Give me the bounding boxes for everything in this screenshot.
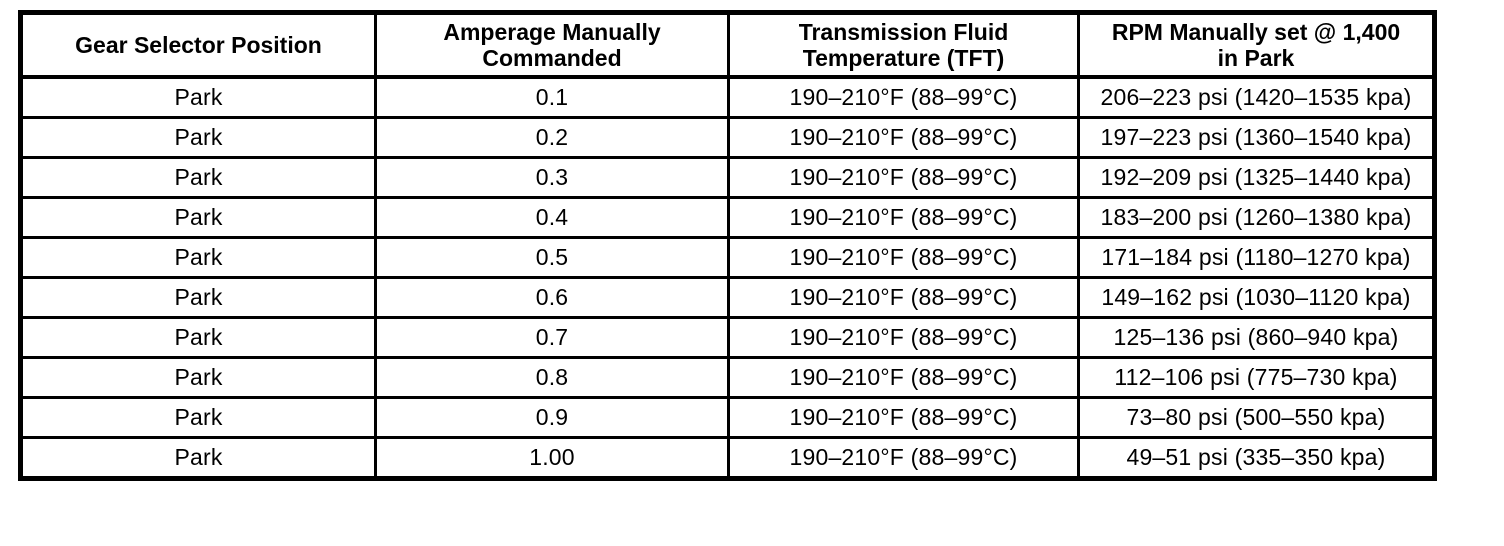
table-row: Park 0.7 190–210°F (88–99°C) 125–136 psi… [19,316,1436,359]
table-row: Park 1.00 190–210°F (88–99°C) 49–51 psi … [19,436,1436,480]
cell-gear-selector-position: Park [19,436,377,480]
cell-amperage-commanded: 1.00 [374,436,730,480]
cell-gear-selector-position: Park [19,356,377,399]
cell-transmission-fluid-temperature: 190–210°F (88–99°C) [727,276,1080,319]
table-row: Park 0.8 190–210°F (88–99°C) 112–106 psi… [19,356,1436,399]
cell-amperage-commanded: 0.8 [374,356,730,399]
gear-selector-pressure-table: Gear Selector Position Amperage Manually… [18,10,1437,481]
table-row: Park 0.4 190–210°F (88–99°C) 183–200 psi… [19,196,1436,239]
column-header-amperage-commanded: Amperage Manually Commanded [374,11,730,79]
cell-rpm-pressure: 73–80 psi (500–550 kpa) [1077,396,1436,439]
cell-transmission-fluid-temperature: 190–210°F (88–99°C) [727,436,1080,480]
cell-rpm-pressure: 125–136 psi (860–940 kpa) [1077,316,1436,359]
cell-amperage-commanded: 0.5 [374,236,730,279]
table-row: Park 0.2 190–210°F (88–99°C) 197–223 psi… [19,116,1436,159]
cell-transmission-fluid-temperature: 190–210°F (88–99°C) [727,75,1080,119]
table-header-row: Gear Selector Position Amperage Manually… [19,11,1436,79]
table-body: Park 0.1 190–210°F (88–99°C) 206–223 psi… [19,75,1436,480]
cell-gear-selector-position: Park [19,75,377,119]
cell-amperage-commanded: 0.7 [374,316,730,359]
cell-amperage-commanded: 0.1 [374,75,730,119]
cell-transmission-fluid-temperature: 190–210°F (88–99°C) [727,316,1080,359]
table-row: Park 0.9 190–210°F (88–99°C) 73–80 psi (… [19,396,1436,439]
cell-rpm-pressure: 183–200 psi (1260–1380 kpa) [1077,196,1436,239]
cell-transmission-fluid-temperature: 190–210°F (88–99°C) [727,156,1080,199]
column-header-label: Amperage Manually Commanded [443,18,661,71]
cell-gear-selector-position: Park [19,156,377,199]
cell-amperage-commanded: 0.3 [374,156,730,199]
cell-gear-selector-position: Park [19,396,377,439]
cell-rpm-pressure: 197–223 psi (1360–1540 kpa) [1077,116,1436,159]
column-header-rpm-manually-set: RPM Manually set @ 1,400 in Park [1077,11,1436,79]
cell-rpm-pressure: 206–223 psi (1420–1535 kpa) [1077,75,1436,119]
cell-transmission-fluid-temperature: 190–210°F (88–99°C) [727,236,1080,279]
cell-rpm-pressure: 192–209 psi (1325–1440 kpa) [1077,156,1436,199]
table-row: Park 0.3 190–210°F (88–99°C) 192–209 psi… [19,156,1436,199]
cell-amperage-commanded: 0.9 [374,396,730,439]
cell-rpm-pressure: 49–51 psi (335–350 kpa) [1077,436,1436,480]
cell-rpm-pressure: 149–162 psi (1030–1120 kpa) [1077,276,1436,319]
cell-amperage-commanded: 0.2 [374,116,730,159]
cell-amperage-commanded: 0.4 [374,196,730,239]
cell-rpm-pressure: 112–106 psi (775–730 kpa) [1077,356,1436,399]
table-row: Park 0.6 190–210°F (88–99°C) 149–162 psi… [19,276,1436,319]
column-header-label: RPM Manually set @ 1,400 in Park [1111,18,1401,71]
cell-gear-selector-position: Park [19,276,377,319]
table-row: Park 0.5 190–210°F (88–99°C) 171–184 psi… [19,236,1436,279]
cell-gear-selector-position: Park [19,316,377,359]
cell-rpm-pressure: 171–184 psi (1180–1270 kpa) [1077,236,1436,279]
column-header-label: Transmission Fluid Temperature (TFT) [798,18,1009,71]
column-header-transmission-fluid-temperature: Transmission Fluid Temperature (TFT) [727,11,1080,79]
column-header-label: Gear Selector Position [75,31,322,58]
cell-gear-selector-position: Park [19,116,377,159]
column-header-gear-selector-position: Gear Selector Position [19,11,377,79]
cell-gear-selector-position: Park [19,196,377,239]
cell-transmission-fluid-temperature: 190–210°F (88–99°C) [727,396,1080,439]
cell-transmission-fluid-temperature: 190–210°F (88–99°C) [727,196,1080,239]
table-row: Park 0.1 190–210°F (88–99°C) 206–223 psi… [19,75,1436,119]
cell-transmission-fluid-temperature: 190–210°F (88–99°C) [727,356,1080,399]
cell-amperage-commanded: 0.6 [374,276,730,319]
cell-gear-selector-position: Park [19,236,377,279]
cell-transmission-fluid-temperature: 190–210°F (88–99°C) [727,116,1080,159]
